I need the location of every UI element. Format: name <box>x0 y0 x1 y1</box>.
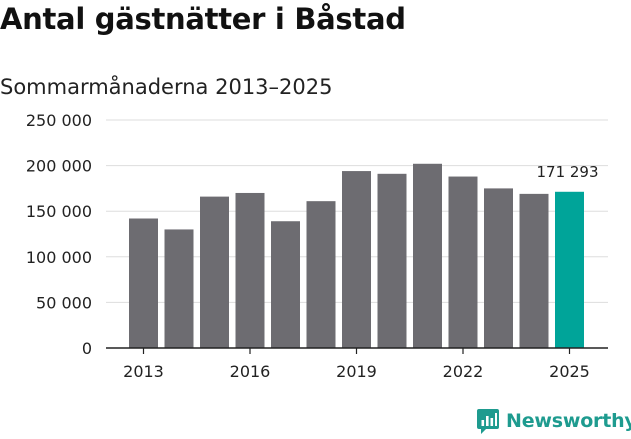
chart-title: Antal gästnätter i Båstad <box>0 2 406 36</box>
bar-2024 <box>519 193 549 348</box>
x-tick-label: 2016 <box>230 362 271 381</box>
bar-2022 <box>448 176 478 348</box>
bar-2014 <box>164 229 194 348</box>
y-tick-label: 100 000 <box>26 248 92 267</box>
bar-2020 <box>377 173 407 348</box>
x-tick-label: 2013 <box>123 362 164 381</box>
newsworthy-brand: Newsworthy <box>476 407 631 435</box>
bar-2019 <box>342 171 371 348</box>
label-layer: 0 50 000 100 000 150 000 200 000 250 000 2013 2… <box>26 111 599 381</box>
bar-2016 <box>235 192 265 348</box>
bar-2017 <box>271 221 300 348</box>
y-tick-label: 250 000 <box>26 111 92 130</box>
highlight-data-label: 171 293 <box>536 163 598 181</box>
newsworthy-logo-icon <box>477 409 499 434</box>
x-tick-label: 2022 <box>443 362 484 381</box>
bar-chart: 0 50 000 100 000 150 000 200 000 250 000 2013 2… <box>26 111 608 381</box>
bar-2013 <box>129 218 158 348</box>
y-tick-label: 50 000 <box>36 293 92 312</box>
chart-subtitle: Sommarmånaderna 2013–2025 <box>0 75 333 99</box>
x-tick-label: 2025 <box>549 362 590 381</box>
axis-layer <box>106 347 608 354</box>
y-tick-label: 150 000 <box>26 202 92 221</box>
bar-2025 <box>555 191 584 348</box>
bar-2023 <box>484 188 513 348</box>
bar-2021 <box>413 163 442 348</box>
bar-2018 <box>306 201 336 348</box>
bar-layer <box>129 163 584 348</box>
brand-name: Newsworthy <box>506 410 631 432</box>
x-tick-label: 2019 <box>336 362 377 381</box>
y-tick-label: 0 <box>82 339 92 358</box>
y-tick-label: 200 000 <box>26 157 92 176</box>
bar-2015 <box>200 196 229 348</box>
